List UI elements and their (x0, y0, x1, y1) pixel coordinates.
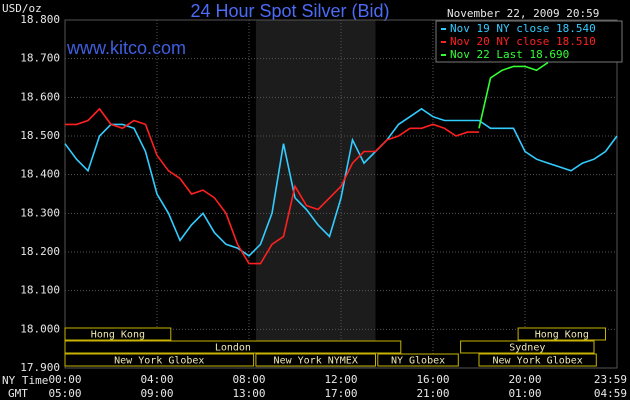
gmt-tick-label: 21:00 (416, 387, 449, 400)
session-label: New York Globex (114, 356, 204, 367)
legend-label: Nov 20 NY close 18.510 (450, 35, 596, 48)
session-box (64, 340, 402, 354)
watermark: www.kitco.com (66, 38, 186, 58)
x-tick-label: 16:00 (416, 373, 449, 386)
gmt-tick-label: 09:00 (140, 387, 173, 400)
session-label: New York Globex (492, 356, 582, 367)
session-label: NY Globex (391, 356, 445, 367)
y-tick-label: 18.600 (20, 90, 60, 103)
y-tick-label: 17.900 (20, 361, 60, 374)
gmt-tick-label: 01:00 (508, 387, 541, 400)
y-tick-label: 18.700 (20, 52, 60, 65)
y-tick-label: 18.300 (20, 206, 60, 219)
session-label: New York NYMEX (274, 356, 358, 367)
session-box (64, 327, 172, 341)
x-tick-label: 20:00 (508, 373, 541, 386)
y-tick-label: 18.000 (20, 322, 60, 335)
session-label: London (215, 343, 251, 354)
date-label: November 22, 2009 20:59 (447, 7, 599, 20)
x-row-label: NY Time (2, 374, 48, 387)
gmt-tick-label: 13:00 (232, 387, 265, 400)
legend-label: Nov 22 Last 18.690 (450, 48, 569, 61)
series-line (478, 61, 549, 129)
gmt-tick-label: 05:00 (48, 387, 81, 400)
legend-box (435, 20, 623, 63)
x-tick-label: 04:00 (140, 373, 173, 386)
session-label: Hong Kong (91, 330, 145, 341)
session-label: Sydney (509, 343, 545, 354)
x-tick-label: 23:59 (594, 373, 627, 386)
session-box (517, 327, 606, 341)
y-tick-label: 18.500 (20, 129, 60, 142)
y-tick-label: 18.100 (20, 284, 60, 297)
legend-label: Nov 19 NY close 18.540 (450, 22, 596, 35)
session-label: Hong Kong (535, 330, 589, 341)
series-line (65, 107, 479, 265)
session-box (460, 340, 595, 354)
session-box (377, 353, 459, 367)
session-box (64, 353, 255, 367)
y-unit: USD/oz (2, 2, 42, 15)
series-line (64, 107, 618, 257)
y-tick-label: 18.200 (20, 245, 60, 258)
session-box (255, 353, 376, 367)
y-tick-label: 18.800 (20, 13, 60, 26)
x-tick-label: 12:00 (324, 373, 357, 386)
shaded-region (255, 20, 376, 368)
y-tick-label: 18.400 (20, 168, 60, 181)
x-tick-label: 08:00 (232, 373, 265, 386)
gmt-tick-label: 04:59 (594, 387, 627, 400)
x-row-label: GMT (8, 387, 28, 400)
x-tick-label: 00:00 (48, 373, 81, 386)
chart-title: 24 Hour Spot Silver (Bid) (190, 1, 389, 21)
gmt-tick-label: 17:00 (324, 387, 357, 400)
session-box (478, 353, 597, 367)
